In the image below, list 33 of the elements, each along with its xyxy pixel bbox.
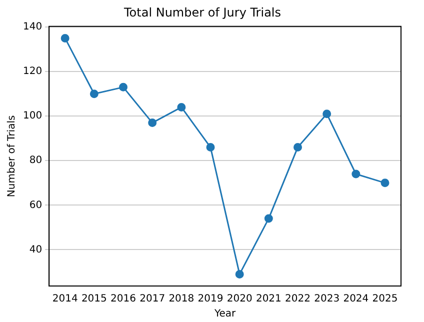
y-tick-label: 100 bbox=[22, 110, 42, 122]
x-tick-label: 2024 bbox=[343, 294, 369, 305]
x-tick-label: 2022 bbox=[285, 294, 310, 305]
point bbox=[206, 143, 215, 152]
point bbox=[322, 110, 332, 118]
x-tick-label: 2014 bbox=[52, 294, 78, 305]
y-tick-label: 40 bbox=[29, 244, 42, 256]
y-tick-label: 140 bbox=[22, 22, 42, 33]
point bbox=[235, 270, 244, 278]
point bbox=[119, 82, 128, 92]
chart-title: Total Number of Jury Trials bbox=[122, 5, 282, 20]
point bbox=[380, 178, 390, 188]
point bbox=[264, 214, 273, 223]
x-tick-label: 2020 bbox=[226, 294, 252, 305]
x-tick-label: 2015 bbox=[81, 294, 107, 305]
x-tick-label: 2021 bbox=[256, 294, 282, 305]
point bbox=[60, 34, 70, 42]
x-axis-title: Year bbox=[213, 308, 237, 320]
point bbox=[352, 170, 360, 178]
x-tick-label: 2019 bbox=[198, 294, 224, 305]
x-tick-label: 2023 bbox=[314, 294, 340, 305]
y-tick-label: 120 bbox=[22, 66, 42, 78]
y-axis-title: Number of Trials bbox=[6, 115, 18, 198]
x-tick-label: 2016 bbox=[110, 294, 136, 305]
y-tick-label: 60 bbox=[29, 200, 42, 211]
point bbox=[90, 90, 98, 98]
point bbox=[148, 118, 157, 128]
x-tick-label: 2018 bbox=[168, 294, 194, 305]
y-tick-label: 80 bbox=[29, 155, 42, 166]
x-tick-label: 2025 bbox=[372, 294, 398, 305]
point bbox=[177, 102, 186, 112]
x-tick-label: 2017 bbox=[140, 294, 166, 305]
point bbox=[294, 143, 302, 152]
